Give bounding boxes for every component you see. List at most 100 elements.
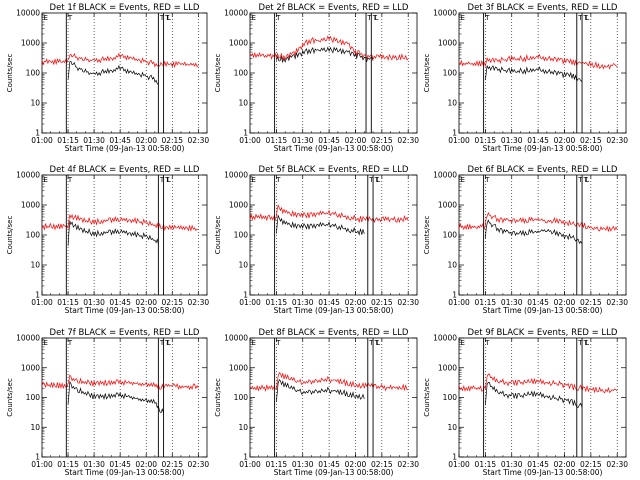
x-tick-label: 02:00 [135, 460, 157, 469]
y-tick-label: 10000 [16, 334, 40, 343]
y-tick-label: 100 [234, 393, 249, 402]
x-tick-label: 01:45 [109, 136, 131, 145]
x-axis-label: Start Time (09-Jan-13 00:58:00) [483, 468, 603, 477]
chart-title: Det 5f BLACK = Events, RED = LLD [259, 165, 409, 175]
x-tick-label: 02:00 [345, 460, 367, 469]
chart-title: Det 6f BLACK = Events, RED = LLD [468, 165, 618, 175]
marker-label: T [372, 14, 378, 22]
chart-title: Det 9f BLACK = Events, RED = LLD [468, 328, 618, 338]
x-tick-label: 02:15 [371, 136, 393, 145]
marker-label: E [252, 14, 256, 22]
x-tick-label: 02:30 [397, 460, 419, 469]
x-tick-label: 02:15 [371, 460, 393, 469]
chart-panel: 01:00 01:15 01:30 01:45 02:00 02:15 02:30 1 10 10… [423, 165, 628, 315]
x-axis-label: Start Time (09-Jan-13 00:58:00) [65, 306, 185, 315]
y-tick-label: 100 [443, 231, 458, 240]
marker-label: T [484, 14, 490, 22]
chart-title: Det 1f BLACK = Events, RED = LLD [50, 3, 200, 13]
marker-label: T [577, 339, 583, 347]
x-tick-label: 02:15 [161, 298, 183, 307]
series-line [276, 214, 365, 236]
series-line [276, 46, 374, 64]
y-tick-label: 1000 [21, 39, 40, 48]
x-tick-label: 02:00 [554, 460, 576, 469]
marker-label: L [376, 339, 380, 347]
marker-label: T [275, 176, 281, 184]
marker-label: T [164, 176, 170, 184]
x-tick-label: 01:00 [239, 298, 261, 307]
marker-label: L [375, 14, 379, 22]
x-tick-label: 01:30 [83, 136, 105, 145]
y-tick-label: 10000 [433, 334, 457, 343]
y-axis-label: Counts/sec [6, 378, 14, 417]
y-tick-label: 1 [243, 129, 248, 138]
x-tick-label: 01:00 [31, 136, 53, 145]
x-tick-label: 01:15 [57, 460, 79, 469]
y-tick-label: 100 [26, 393, 41, 402]
marker-label: T [583, 176, 589, 184]
x-tick-label: 02:30 [397, 136, 419, 145]
y-axis-label: Counts/sec [423, 378, 431, 417]
x-tick-label: 01:15 [475, 460, 497, 469]
y-tick-label: 1 [243, 291, 248, 300]
x-tick-label: 01:00 [448, 460, 470, 469]
marker-label: T [275, 14, 281, 22]
x-tick-label: 01:00 [448, 298, 470, 307]
y-tick-label: 100 [26, 69, 41, 78]
x-tick-label: 01:30 [292, 298, 314, 307]
y-tick-label: 100 [234, 231, 249, 240]
y-tick-label: 1000 [438, 39, 457, 48]
marker-label: E [461, 14, 465, 22]
marker-label: T [577, 176, 583, 184]
x-tick-label: 02:15 [371, 298, 393, 307]
y-tick-label: 10 [30, 99, 40, 108]
marker-label: T [577, 14, 583, 22]
marker-label: L [167, 339, 171, 347]
x-tick-label: 02:15 [161, 460, 183, 469]
x-tick-label: 01:15 [475, 136, 497, 145]
x-tick-label: 01:45 [318, 298, 340, 307]
x-tick-label: 01:15 [266, 136, 288, 145]
y-tick-label: 10 [30, 261, 40, 270]
x-tick-label: 02:00 [135, 136, 157, 145]
y-tick-label: 1000 [229, 39, 248, 48]
y-tick-label: 1000 [438, 363, 457, 372]
x-tick-label: 01:45 [318, 460, 340, 469]
y-tick-label: 10000 [16, 9, 40, 18]
marker-label: T [484, 176, 490, 184]
x-axis-label: Start Time (09-Jan-13 00:58:00) [274, 144, 394, 153]
x-tick-label: 02:30 [188, 298, 210, 307]
x-tick-label: 02:15 [161, 136, 183, 145]
x-tick-label: 01:15 [475, 298, 497, 307]
x-tick-label: 01:45 [527, 136, 549, 145]
chart-panel: 01:00 01:15 01:30 01:45 02:00 02:15 02:30 1 10 10… [6, 3, 209, 153]
chart-title: Det 2f BLACK = Events, RED = LLD [259, 3, 409, 13]
marker-label: L [376, 176, 380, 184]
x-tick-label: 01:45 [527, 298, 549, 307]
x-axis-label: Start Time (09-Jan-13 00:58:00) [483, 306, 603, 315]
marker-label: T [159, 176, 165, 184]
x-tick-label: 01:00 [31, 298, 53, 307]
series-line [41, 374, 199, 391]
y-tick-label: 100 [234, 69, 249, 78]
x-tick-label: 01:45 [527, 460, 549, 469]
x-tick-label: 01:30 [501, 298, 523, 307]
chart-title: Det 8f BLACK = Events, RED = LLD [259, 328, 409, 338]
series-line [485, 381, 583, 408]
x-tick-label: 02:30 [188, 136, 210, 145]
x-tick-label: 02:30 [188, 460, 210, 469]
y-tick-label: 10000 [224, 171, 248, 180]
y-tick-label: 10000 [224, 334, 248, 343]
y-tick-label: 10 [238, 423, 248, 432]
y-tick-label: 100 [443, 393, 458, 402]
series-line [41, 52, 199, 69]
chart-panel: 01:00 01:15 01:30 01:45 02:00 02:15 02:30 1 10 10… [214, 328, 419, 477]
marker-label: E [461, 339, 465, 347]
chart-panel: 01:00 01:15 01:30 01:45 02:00 02:15 02:30 1 10 10… [214, 3, 419, 153]
marker-label: T [583, 14, 589, 22]
x-tick-label: 01:45 [109, 298, 131, 307]
x-tick-label: 01:00 [239, 460, 261, 469]
marker-label: T [164, 14, 170, 22]
x-axis-label: Start Time (09-Jan-13 00:58:00) [274, 306, 394, 315]
series-line [458, 53, 618, 70]
